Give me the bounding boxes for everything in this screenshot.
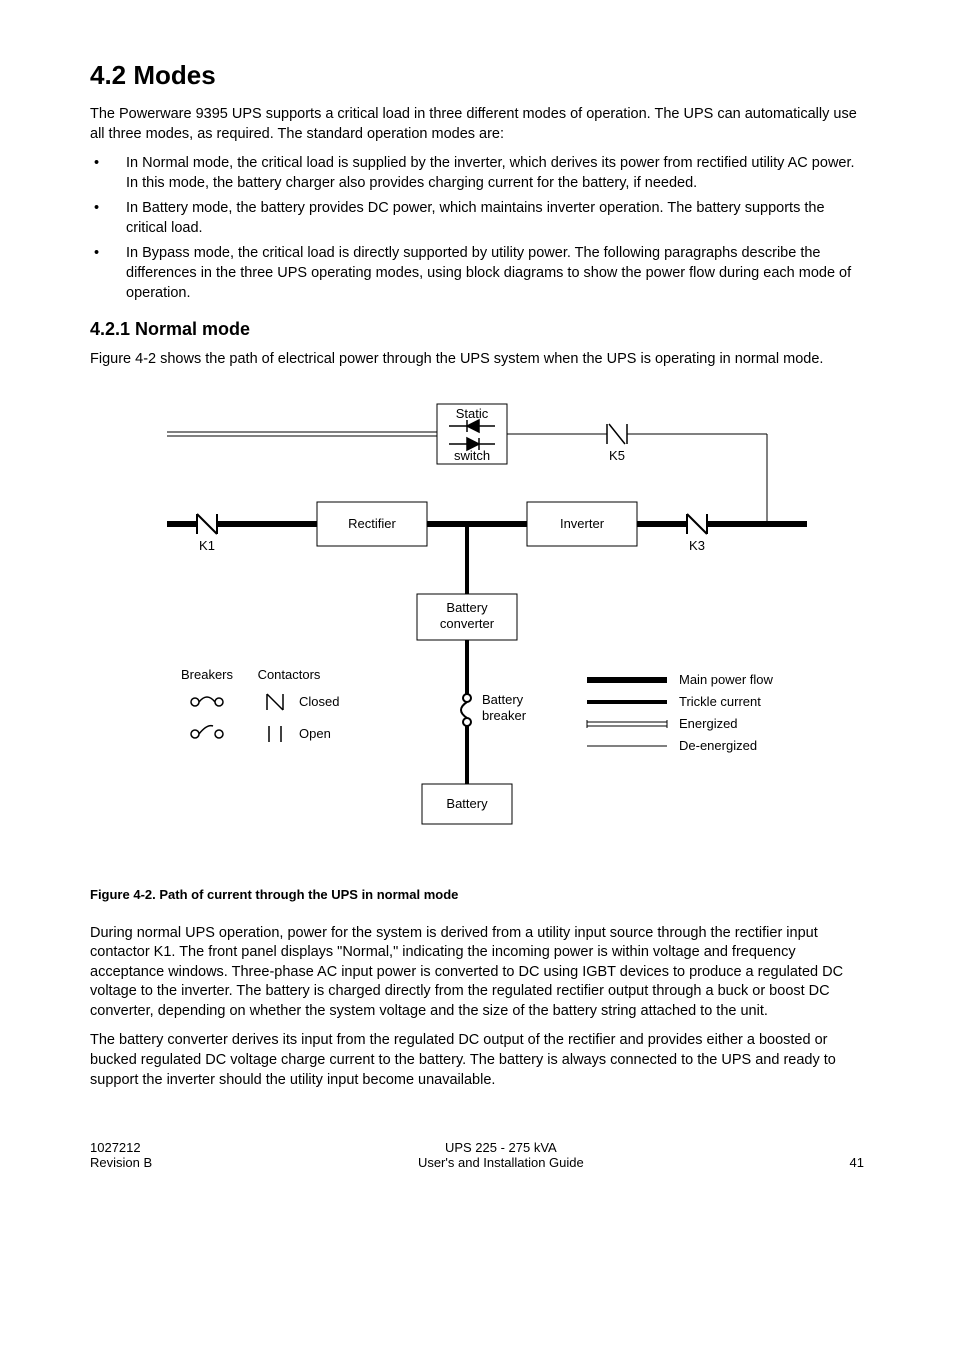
figure-caption: Figure 4-2. Path of current through the … [90, 887, 864, 902]
k5-label: K5 [609, 448, 625, 463]
subsection-intro: Figure 4-2 shows the path of electrical … [90, 350, 864, 370]
inverter-label: Inverter [560, 516, 605, 531]
batt-brk-l1: Battery [482, 692, 524, 707]
bullet-text: In Bypass mode, the critical load is dir… [126, 244, 864, 303]
footer-center: UPS 225 - 275 kVA User's and Installatio… [418, 1140, 584, 1170]
section-heading: 4.2 Modes [90, 60, 864, 91]
k1-label: K1 [199, 538, 215, 553]
legend-deenergized: De-energized [679, 738, 757, 753]
batt-conv-l1: Battery [446, 600, 488, 615]
batt-brk-l2: breaker [482, 708, 527, 723]
intro-paragraph: The Powerware 9395 UPS supports a critic… [90, 105, 864, 144]
body-p1: During normal UPS operation, power for t… [90, 924, 864, 1022]
batt-conv-l2: converter [440, 616, 495, 631]
footer-subtitle: User's and Installation Guide [418, 1155, 584, 1170]
static-label: Static [456, 406, 489, 421]
legend-main: Main power flow [679, 672, 774, 687]
legend-open: Open [299, 726, 331, 741]
mode-bullet-list: • In Normal mode, the critical load is s… [90, 154, 864, 303]
switch-label: switch [454, 448, 490, 463]
figure-diagram: Static switch K5 K1 Rectifier Inve [90, 394, 864, 869]
legend-energized: Energized [679, 716, 738, 731]
body-p2: The battery converter derives its input … [90, 1031, 864, 1090]
legend-trickle: Trickle current [679, 694, 761, 709]
battery-label: Battery [446, 796, 488, 811]
bullet-text: In Battery mode, the battery provides DC… [126, 199, 864, 238]
footer-revision: Revision B [90, 1155, 152, 1170]
footer-docnum: 1027212 [90, 1140, 152, 1155]
footer-pagenum: 41 [850, 1155, 864, 1170]
k3-label: K3 [689, 538, 705, 553]
legend-contactors-hdr: Contactors [258, 667, 321, 682]
bullet-dot: • [90, 154, 126, 193]
footer-left: 1027212 Revision B [90, 1140, 152, 1170]
bullet-dot: • [90, 199, 126, 238]
legend-closed: Closed [299, 694, 339, 709]
bullet-text: In Normal mode, the critical load is sup… [126, 154, 864, 193]
footer-title: UPS 225 - 275 kVA [418, 1140, 584, 1155]
bullet-dot: • [90, 244, 126, 303]
rectifier-label: Rectifier [348, 516, 396, 531]
legend-breakers-hdr: Breakers [181, 667, 234, 682]
subsection-heading: 4.2.1 Normal mode [90, 319, 864, 340]
page-footer: 1027212 Revision B UPS 225 - 275 kVA Use… [90, 1140, 864, 1170]
